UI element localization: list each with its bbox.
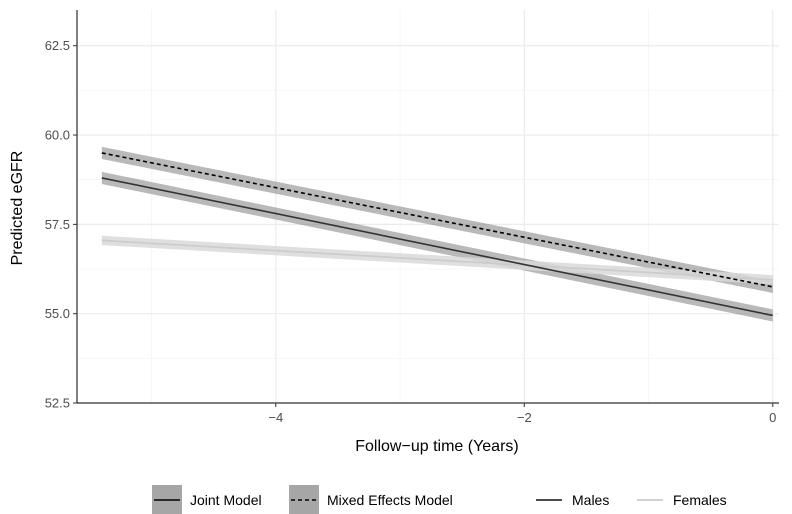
y-tick-label: 52.5 xyxy=(45,396,70,411)
legend-label-sex-1: Females xyxy=(673,492,727,508)
legend: Joint Model Mixed Effects Model Males Femal… xyxy=(152,485,727,514)
x-tick-label: 0 xyxy=(769,410,776,425)
y-tick-label: 62.5 xyxy=(45,38,70,53)
y-tick-label: 60.0 xyxy=(45,128,70,143)
x-axis-title: Follow−up time (Years) xyxy=(355,438,518,455)
legend-label-model-0: Joint Model xyxy=(190,492,262,508)
ribbon-1 xyxy=(101,146,773,293)
y-tick-label: 55.0 xyxy=(45,306,70,321)
legend-label-sex-0: Males xyxy=(572,492,609,508)
tick-labels: 52.5 55.0 57.5 60.0 62.5 −4 −2 0 xyxy=(45,38,777,425)
series-lines xyxy=(101,152,773,317)
x-tick-label: −2 xyxy=(517,410,532,425)
series-line-1 xyxy=(101,152,773,288)
y-tick-label: 57.5 xyxy=(45,217,70,232)
panel-background xyxy=(77,10,779,403)
series-line-0 xyxy=(101,177,773,317)
legend-label-model-1: Mixed Effects Model xyxy=(327,492,453,508)
axes xyxy=(73,10,779,407)
y-axis-title: Predicted eGFR xyxy=(9,151,26,266)
x-tick-label: −4 xyxy=(268,410,283,425)
grid xyxy=(77,10,779,404)
series-line-3 xyxy=(101,239,773,281)
